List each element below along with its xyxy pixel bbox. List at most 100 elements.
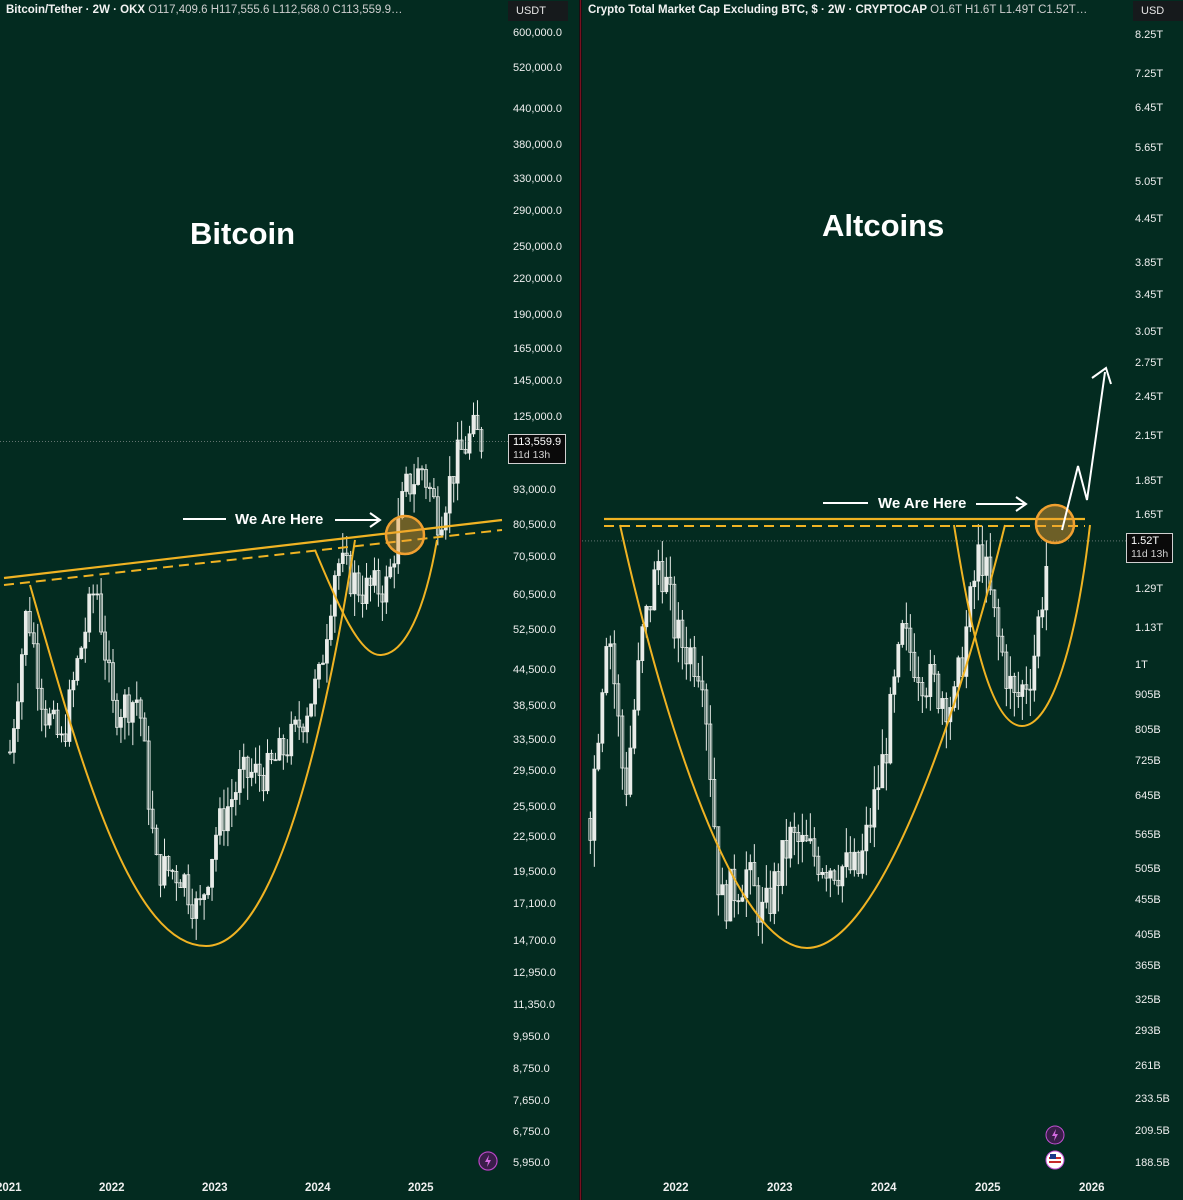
lightning-badge-icon[interactable] — [1045, 1125, 1065, 1145]
candle-body — [676, 619, 681, 639]
candle-body — [412, 484, 416, 495]
candle-body — [616, 683, 621, 717]
candle-body — [154, 827, 159, 855]
candle-body — [59, 733, 64, 736]
candle-body — [95, 593, 100, 596]
candle-body — [768, 887, 773, 914]
candle-body — [828, 870, 833, 879]
price-tick-label: 1T — [1135, 658, 1148, 671]
candle-body — [119, 717, 123, 728]
candle-body — [696, 676, 701, 682]
candle-body — [936, 673, 941, 709]
bitcoin-ohlc: O117,409.6 H117,555.6 L112,568.0 C113,55… — [148, 4, 403, 16]
candle-body — [880, 754, 885, 789]
candle-body — [804, 834, 809, 842]
price-tick-label: 2.75T — [1135, 356, 1164, 369]
candle-body — [261, 774, 266, 792]
candle-body — [51, 709, 56, 715]
bitcoin-title: Bitcoin — [190, 216, 296, 251]
candle-body — [162, 856, 167, 886]
price-tick-label: 14,700.0 — [513, 935, 556, 948]
projection-arrow-head-icon — [1091, 366, 1112, 385]
candle-body — [668, 576, 673, 585]
price-tick-label: 52,500.0 — [513, 623, 556, 636]
price-tick-label: 6,750.0 — [513, 1126, 550, 1139]
price-tick-label: 165,000.0 — [513, 343, 562, 356]
price-tick-label: 7,650.0 — [513, 1095, 550, 1108]
candle-body — [712, 779, 717, 828]
candle-body — [944, 698, 949, 723]
candle-body — [652, 569, 657, 611]
candle-body — [832, 870, 837, 881]
candle-body — [860, 850, 865, 874]
candle-body — [305, 715, 310, 733]
candle-body — [107, 659, 111, 664]
price-tick-label: 19,500.0 — [513, 866, 556, 879]
bitcoin-currency-button[interactable]: USDT — [508, 1, 568, 21]
altcoins-last-price: 1.52T — [1131, 535, 1160, 547]
altcoins-chart-panel[interactable]: Crypto Total Market Cap Excluding BTC, $… — [582, 0, 1183, 1200]
candle-body — [178, 882, 183, 889]
candle-body — [439, 529, 444, 536]
candle-body — [91, 593, 96, 596]
lightning-badge-icon[interactable] — [478, 1151, 498, 1171]
price-tick-label: 725B — [1135, 754, 1161, 767]
candle-body — [388, 566, 393, 578]
candle-body — [309, 703, 313, 717]
candle-body — [820, 871, 825, 875]
candle-body — [237, 769, 242, 793]
price-tick-label: 2.15T — [1135, 430, 1164, 443]
altcoins-currency-button[interactable]: USD — [1133, 1, 1183, 21]
candle-body — [716, 826, 721, 896]
altcoins-chart-canvas[interactable] — [582, 0, 1183, 1200]
candle-body — [83, 631, 88, 649]
cup-curve — [29, 539, 356, 948]
candle-body — [210, 859, 214, 888]
candle-body — [752, 862, 757, 887]
price-tick-label: 250,000.0 — [513, 241, 562, 254]
price-tick-label: 5,950.0 — [513, 1157, 550, 1169]
candle-body — [71, 680, 76, 691]
candle-body — [868, 824, 873, 828]
candle-body — [134, 699, 139, 703]
candle-body — [1004, 651, 1009, 689]
candle-body — [856, 851, 861, 874]
candle-body — [764, 887, 769, 903]
candle-body — [1044, 565, 1049, 611]
candle-body — [31, 632, 36, 645]
candle-body — [170, 869, 175, 872]
candle-body — [728, 868, 733, 922]
candle-body — [463, 448, 468, 454]
candle-body — [972, 580, 977, 588]
price-tick-label: 8.25T — [1135, 29, 1164, 41]
candle-body — [214, 834, 218, 860]
altcoins-chart-header: Crypto Total Market Cap Excluding BTC, $… — [582, 0, 1087, 20]
panel-divider[interactable] — [579, 0, 582, 1200]
candle-body — [229, 799, 234, 808]
candle-body — [198, 898, 203, 901]
candle-body — [174, 871, 179, 884]
candle-body — [158, 854, 163, 886]
candle-body — [47, 713, 52, 726]
price-tick-label: 22,500.0 — [513, 831, 556, 844]
bitcoin-symbol: Bitcoin/Tether · 2W · OKX — [6, 4, 146, 16]
candle-body — [408, 473, 413, 495]
candle-body — [245, 756, 250, 778]
candle-body — [916, 677, 921, 683]
candle-body — [142, 717, 147, 742]
candle-body — [233, 792, 238, 800]
price-tick-label: 645B — [1135, 789, 1161, 802]
price-tick-label: 1.85T — [1135, 475, 1164, 488]
price-tick-label: 293B — [1135, 1025, 1161, 1038]
us-flag-icon[interactable] — [1045, 1150, 1065, 1170]
price-tick-label: 70,500.0 — [513, 551, 556, 564]
candle-body — [640, 626, 645, 662]
candle-body — [479, 429, 484, 452]
candle-body — [704, 689, 709, 725]
candle-body — [23, 610, 28, 656]
candle-body — [301, 726, 306, 733]
bitcoin-chart-canvas[interactable] — [0, 0, 580, 1200]
price-tick-label: 145,000.0 — [513, 374, 562, 387]
candle-body — [146, 740, 151, 810]
bitcoin-chart-panel[interactable]: Bitcoin/Tether · 2W · OKX O117,409.6 H11… — [0, 0, 580, 1200]
